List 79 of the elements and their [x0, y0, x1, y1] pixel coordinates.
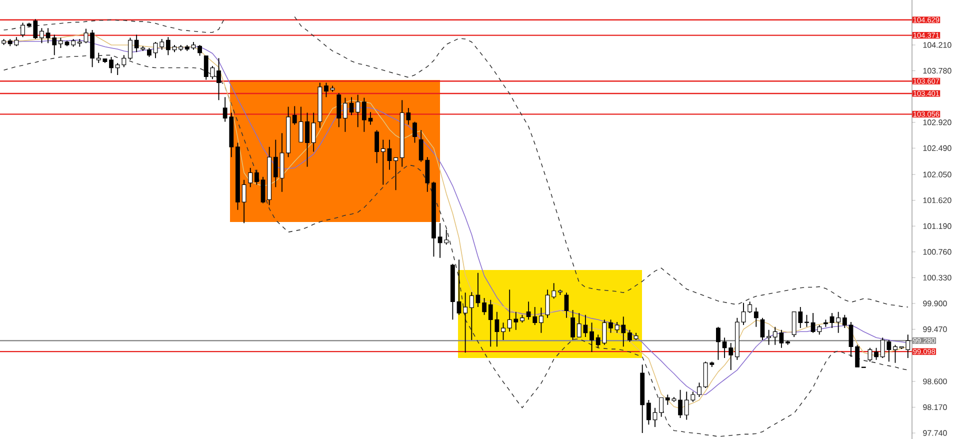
candlestick	[734, 317, 740, 360]
candlestick	[450, 263, 455, 320]
y-tick-label: 99.470	[923, 326, 947, 332]
candlestick	[748, 301, 752, 314]
y-tick-label: 102.490	[923, 145, 952, 151]
candlestick	[848, 322, 854, 358]
y-tick-label: 101.190	[923, 223, 952, 229]
candlestick	[84, 28, 88, 44]
candlestick	[634, 332, 638, 341]
candlestick	[305, 112, 310, 168]
candlestick	[824, 319, 828, 328]
candlestick	[349, 96, 354, 116]
candlestick	[456, 259, 462, 316]
candlestick	[267, 146, 272, 206]
candlestick	[273, 139, 278, 188]
candlestick	[216, 58, 221, 101]
candlestick	[2, 38, 6, 46]
candlestick	[646, 400, 651, 426]
candlestick	[501, 322, 506, 341]
y-tick-label: 101.620	[923, 197, 952, 204]
candlestick	[248, 167, 253, 188]
candlestick	[254, 169, 259, 186]
candlestick	[356, 94, 360, 128]
candlestick	[374, 130, 380, 164]
candlestick	[463, 292, 468, 354]
candlestick	[766, 329, 771, 346]
y-tick-label: 100.760	[923, 249, 952, 255]
candlestick	[640, 364, 645, 434]
candlestick	[716, 326, 720, 360]
y-tick-label: 102.920	[923, 120, 952, 126]
candlestick	[570, 310, 576, 341]
candlestick	[552, 282, 556, 300]
candlestick	[77, 38, 82, 48]
candlestick	[545, 289, 550, 318]
candlestick	[58, 37, 63, 48]
y-tick-label: 99.900	[923, 300, 947, 306]
candlestick	[343, 97, 348, 132]
candlestick	[71, 38, 76, 48]
candlestick	[754, 307, 758, 328]
candlestick	[166, 36, 170, 56]
candlestick	[804, 314, 809, 328]
candlestick	[318, 82, 322, 128]
candlestick	[90, 30, 95, 68]
candlestick	[539, 307, 544, 334]
candlestick	[476, 272, 480, 308]
candlestick	[558, 289, 562, 296]
candlestick	[147, 48, 152, 58]
candlestick	[311, 112, 316, 152]
candlestick	[760, 317, 765, 341]
y-tick-label: 104.210	[923, 42, 952, 48]
y-tick-label: 97.740	[923, 430, 947, 436]
candlestick	[362, 97, 366, 132]
candlestick	[678, 389, 682, 418]
candlestick	[198, 44, 202, 56]
candlestick	[432, 181, 436, 258]
y-tick-label: 98.170	[923, 404, 947, 410]
y-tick-label: 98.600	[923, 378, 947, 384]
candlestick	[236, 142, 240, 210]
y-tick-label: 103.780	[923, 68, 952, 74]
candlestick	[659, 397, 664, 418]
candlestick	[336, 92, 342, 128]
candlestick	[868, 347, 872, 362]
candlestick	[628, 329, 632, 342]
y-tick-label: 100.330	[923, 274, 952, 281]
candlestick	[394, 157, 398, 191]
candlestick	[842, 314, 847, 329]
y-tick-label: 102.050	[923, 172, 952, 178]
candlestick	[482, 298, 486, 316]
candlestick	[260, 176, 266, 204]
candlestick	[741, 302, 746, 326]
candlestick	[893, 344, 898, 364]
candlestick	[242, 179, 246, 224]
candlestick	[564, 292, 569, 318]
candlestick	[874, 347, 878, 360]
candlestick	[178, 44, 184, 52]
candlestick	[469, 292, 474, 341]
candlestick	[280, 132, 284, 192]
candlestick	[590, 322, 594, 353]
candlestick	[286, 106, 290, 158]
